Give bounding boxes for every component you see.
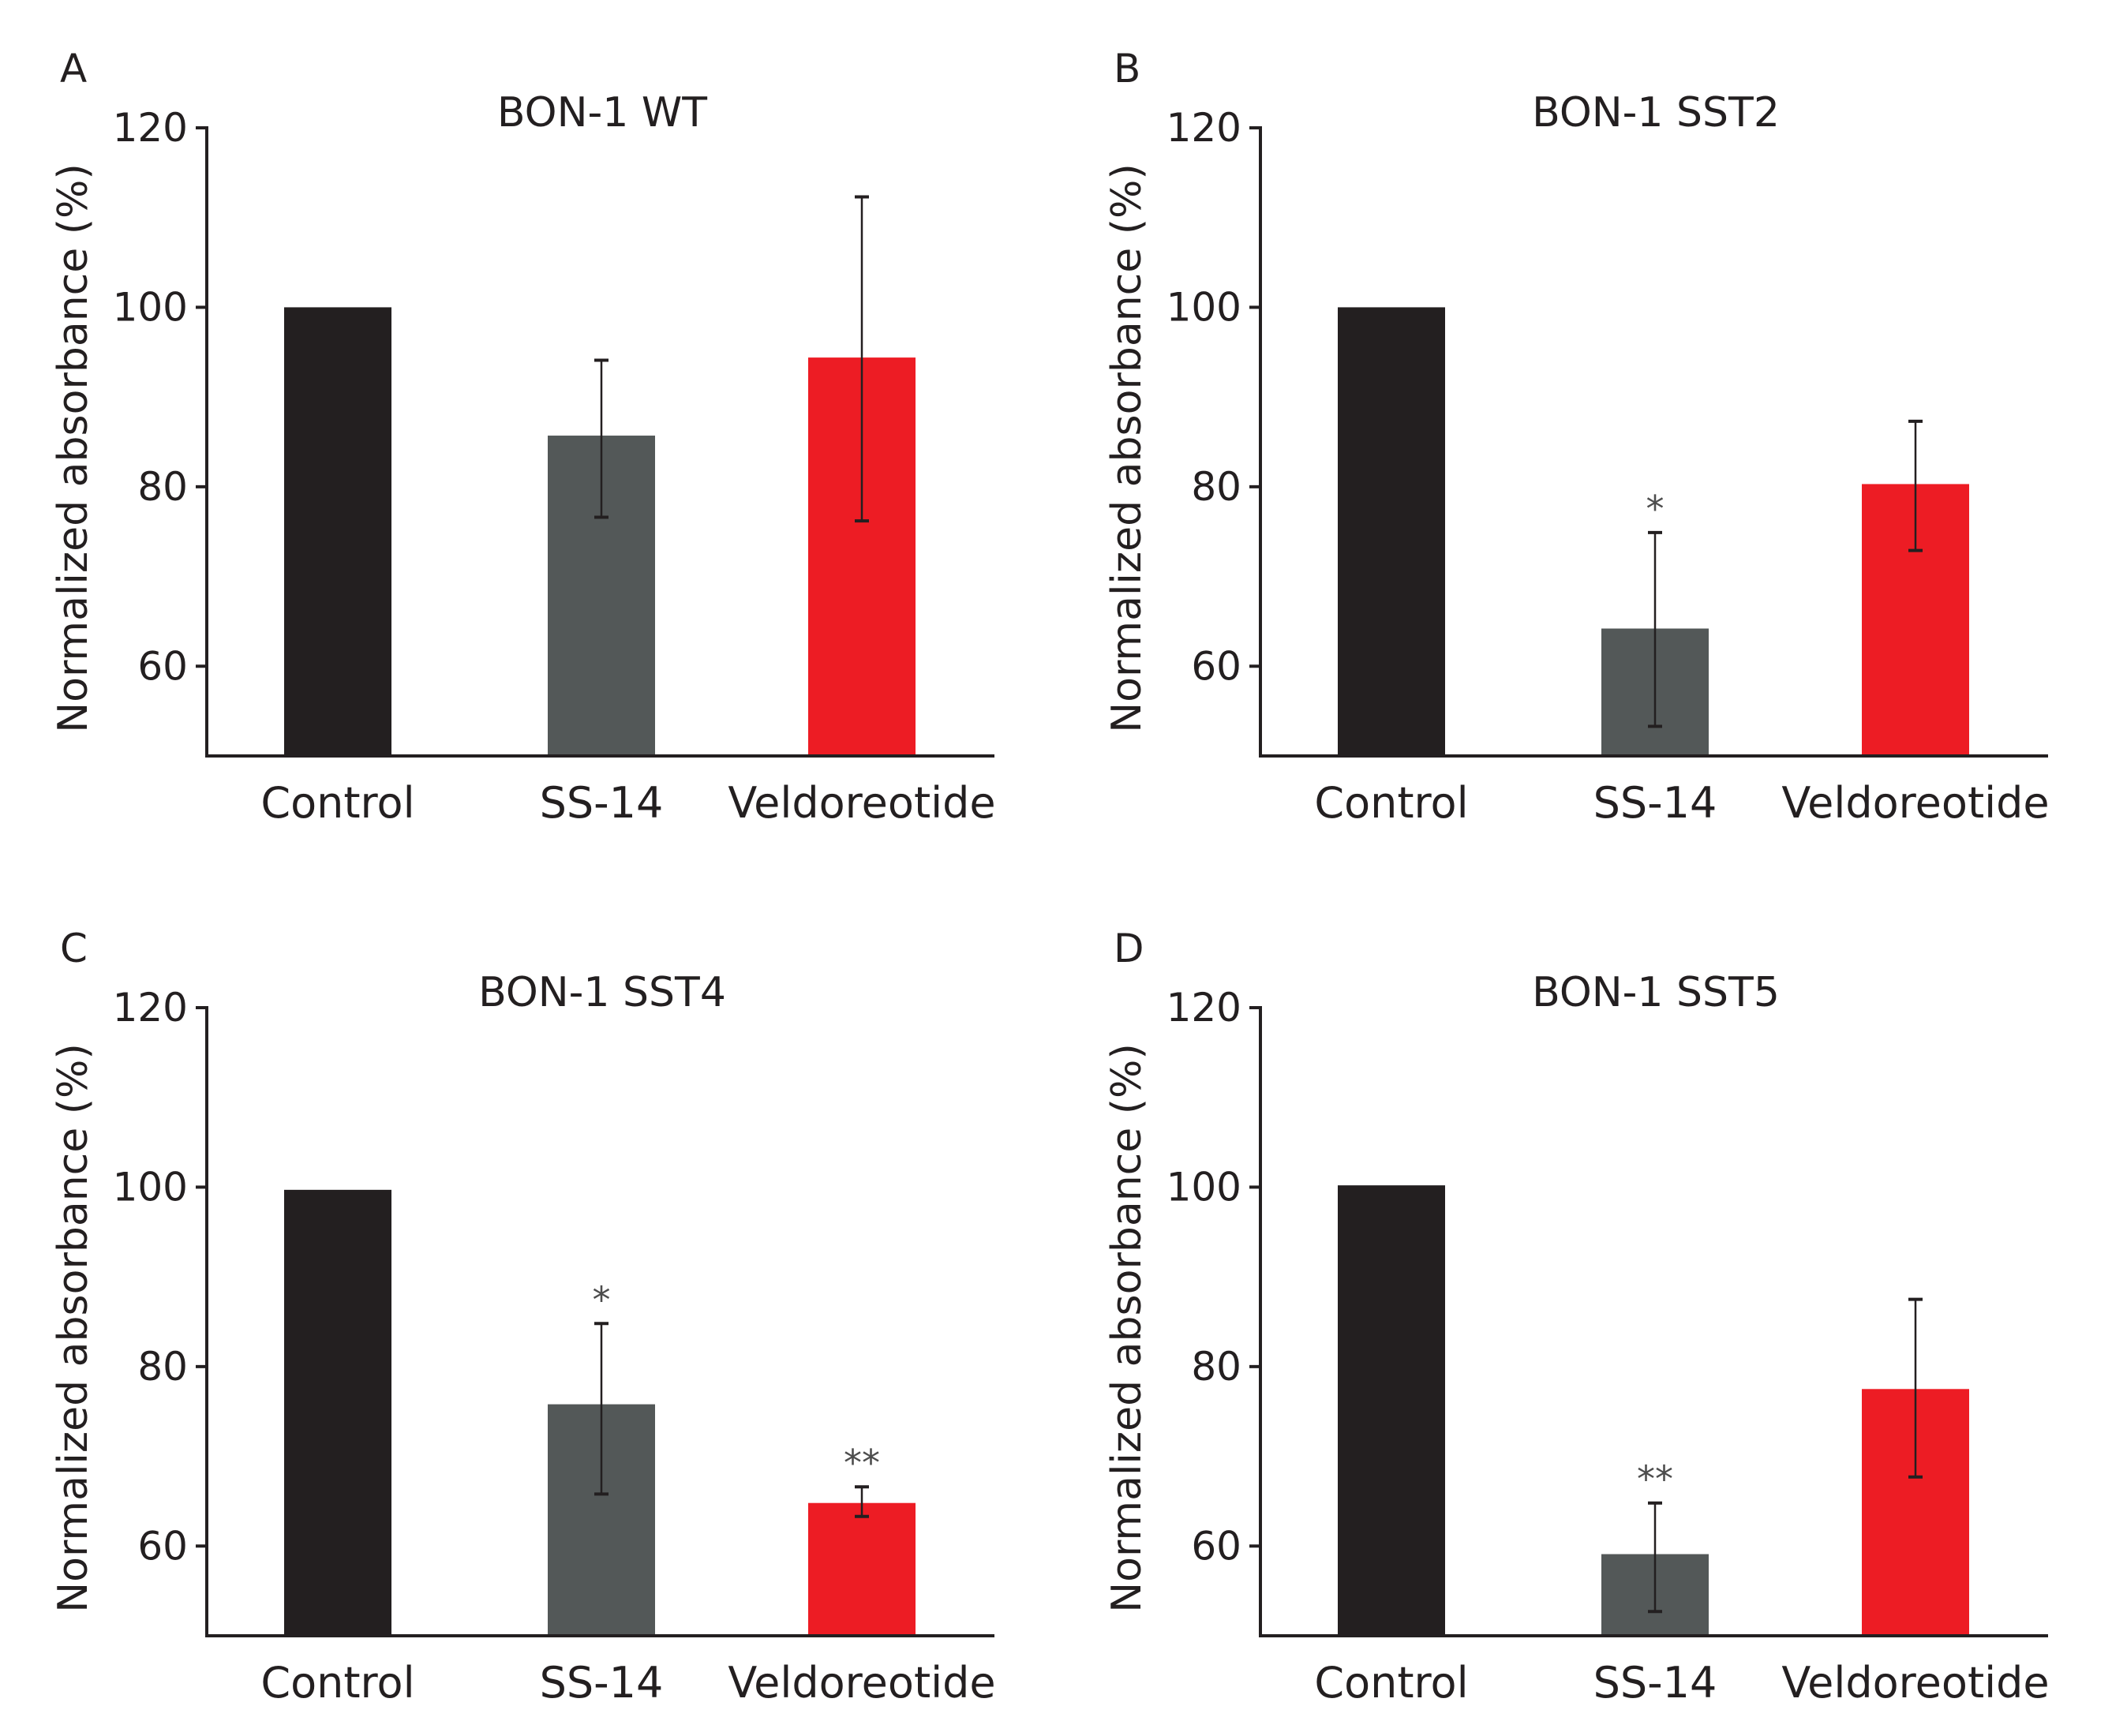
- y-tick-label: 100: [1166, 1164, 1241, 1210]
- chart-title: BON-1 SST4: [478, 969, 726, 1016]
- axes: [1259, 1006, 2048, 1637]
- bar-control: [1338, 1185, 1445, 1636]
- significance-marker: *: [1646, 488, 1665, 530]
- axes: [1259, 126, 2048, 758]
- axes: [205, 1006, 994, 1637]
- bar-control: [284, 1189, 391, 1636]
- y-tick-label: 120: [1166, 985, 1241, 1031]
- x-tick-label: Control: [1314, 778, 1468, 828]
- chart-panel-c: C BON-1 SST4 Control * SS-14 ** Veldoreotide 60…: [50, 926, 996, 1708]
- significance-marker: *: [593, 1278, 611, 1321]
- panel-letter: C: [60, 926, 88, 971]
- y-tick-label: 100: [1166, 284, 1241, 330]
- panel-letter: A: [60, 46, 87, 92]
- y-tick-label: 60: [137, 1523, 188, 1569]
- bar-veldoreotide: [808, 1502, 916, 1636]
- panel-letter: D: [1114, 926, 1144, 971]
- error-bar-ss-14: [1648, 530, 1662, 728]
- x-tick-label: Veldoreotide: [728, 778, 995, 828]
- chart-title: BON-1 SST2: [1532, 89, 1780, 137]
- x-tick-label: SS-14: [540, 1658, 664, 1708]
- error-bar-veldoreotide: [855, 1485, 869, 1518]
- x-tick-label: SS-14: [540, 778, 664, 828]
- error-bar-ss-14: [594, 358, 609, 519]
- x-tick-label: Veldoreotide: [1781, 1658, 2049, 1708]
- x-tick-label: Control: [1314, 1658, 1468, 1708]
- y-tick-label: 60: [137, 643, 188, 689]
- y-tick-label: 80: [1191, 464, 1241, 510]
- chart-panel-a: A BON-1 WT Control SS-14 Veldoreotide 60 80 100…: [50, 46, 996, 828]
- y-tick-label: 60: [1191, 1523, 1241, 1569]
- bar-control: [284, 307, 391, 756]
- y-tick-label: 60: [1191, 643, 1241, 689]
- axes: [205, 126, 994, 758]
- y-tick-label: 120: [113, 985, 188, 1031]
- x-tick-label: Veldoreotide: [728, 1658, 995, 1708]
- chart-title: BON-1 WT: [497, 89, 707, 137]
- y-axis-label: Normalized absorbance (%): [1103, 1043, 1151, 1613]
- bar-control: [1338, 307, 1445, 756]
- x-tick-label: Control: [260, 778, 414, 828]
- significance-marker: **: [844, 1442, 880, 1484]
- error-bar-ss-14: [594, 1322, 609, 1496]
- y-tick-label: 80: [137, 464, 188, 510]
- error-bar-veldoreotide: [1908, 419, 1923, 552]
- error-bar-veldoreotide: [855, 195, 869, 523]
- error-bar-ss-14: [1648, 1501, 1662, 1614]
- x-tick-label: SS-14: [1593, 778, 1717, 828]
- chart-title: BON-1 SST5: [1532, 969, 1780, 1016]
- y-tick-label: 80: [1191, 1344, 1241, 1390]
- y-tick-label: 100: [113, 284, 188, 330]
- x-tick-label: SS-14: [1593, 1658, 1717, 1708]
- y-axis-label: Normalized absorbance (%): [50, 1043, 97, 1613]
- x-tick-label: Control: [260, 1658, 414, 1708]
- panel-letter: B: [1114, 46, 1140, 92]
- significance-marker: **: [1637, 1458, 1673, 1501]
- y-axis-label: Normalized absorbance (%): [50, 163, 97, 733]
- error-bar-veldoreotide: [1908, 1297, 1923, 1479]
- y-tick-label: 120: [1166, 105, 1241, 151]
- y-tick-label: 120: [113, 105, 188, 151]
- y-axis-label: Normalized absorbance (%): [1103, 163, 1151, 733]
- y-tick-label: 100: [113, 1164, 188, 1210]
- chart-panel-b: B BON-1 SST2 Control * SS-14 Veldoreotide 60 80…: [1103, 46, 2050, 828]
- chart-panel-d: D BON-1 SST5 Control ** SS-14 Veldoreotide 60 8…: [1103, 926, 2050, 1708]
- x-tick-label: Veldoreotide: [1781, 778, 2049, 828]
- y-tick-label: 80: [137, 1344, 188, 1390]
